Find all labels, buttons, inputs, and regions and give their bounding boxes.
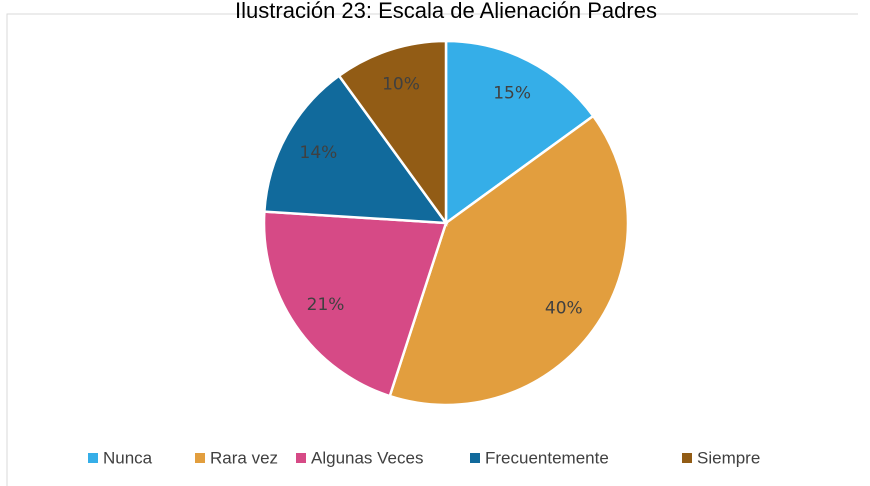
legend-label: Algunas Veces — [311, 448, 423, 467]
pie-slice — [337, 39, 448, 227]
pie-slice — [263, 74, 449, 225]
data-label: 15% — [493, 83, 531, 103]
chart-title: Ilustración 23: Escala de Alienación Pad… — [235, 0, 657, 23]
legend-swatch — [470, 453, 480, 463]
pie-slice — [262, 210, 448, 398]
legend-label: Rara vez — [210, 448, 278, 467]
legend-swatch — [195, 453, 205, 463]
data-label: 10% — [382, 75, 420, 95]
legend-swatch — [296, 453, 306, 463]
data-label: 14% — [300, 143, 338, 163]
legend-swatch — [682, 453, 692, 463]
data-label: 21% — [307, 295, 345, 315]
legend-label: Siempre — [697, 448, 760, 467]
pie-slice — [388, 114, 630, 407]
legend-label: Nunca — [103, 448, 153, 467]
legend-label: Frecuentemente — [485, 448, 609, 467]
legend-swatch — [88, 453, 98, 463]
data-label: 40% — [545, 299, 583, 319]
chart-frame — [6, 13, 858, 486]
pie-slice — [444, 39, 595, 226]
